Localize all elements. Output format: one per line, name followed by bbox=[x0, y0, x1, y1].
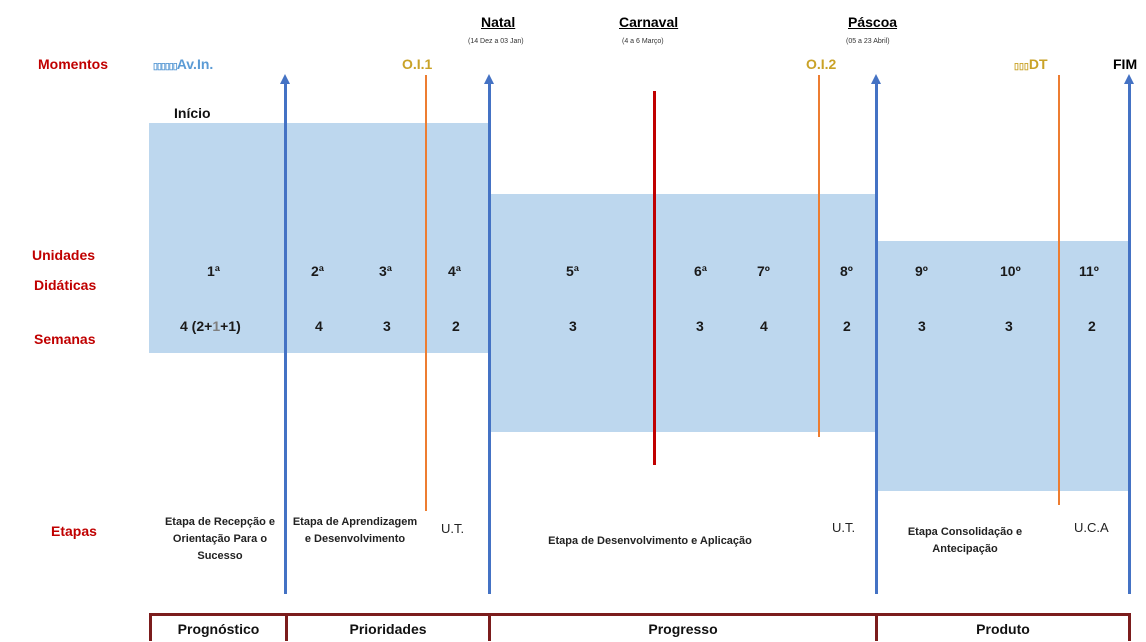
unit-7: 7º bbox=[757, 263, 770, 279]
arrow-line-3 bbox=[875, 82, 878, 594]
weeks-10: 3 bbox=[1005, 318, 1013, 334]
arrow-line-2 bbox=[488, 82, 491, 594]
phase-prognostico: Prognóstico bbox=[149, 613, 288, 641]
weeks-5: 3 bbox=[569, 318, 577, 334]
arrowhead-4 bbox=[1124, 74, 1134, 84]
arrowhead-1 bbox=[280, 74, 290, 84]
etapa-consolidacao: Etapa Consolidação e Antecipação bbox=[907, 526, 1023, 555]
arrow-line-4 bbox=[1128, 82, 1131, 594]
unit-4: 4ª bbox=[448, 263, 461, 279]
weeks-6: 3 bbox=[696, 318, 704, 334]
weeks-1: 4 (2+1+1) bbox=[180, 318, 241, 334]
moment-fim: FIM bbox=[1113, 56, 1138, 72]
unit-11: 11º bbox=[1079, 263, 1099, 279]
weeks-11: 2 bbox=[1088, 318, 1096, 334]
label-momentos: Momentos bbox=[38, 56, 108, 72]
holiday-natal: Natal bbox=[481, 14, 516, 30]
holiday-pascoa-dates: (05 a 23 Abril) bbox=[846, 38, 890, 45]
unit-5: 5ª bbox=[566, 263, 579, 279]
label-etapas: Etapas bbox=[51, 523, 97, 539]
label-didaticas: Didáticas bbox=[34, 277, 97, 293]
red-line-carnaval bbox=[653, 91, 656, 465]
moment-dt: ▯▯▯DT bbox=[1014, 56, 1048, 72]
unit-3: 3ª bbox=[379, 263, 392, 279]
unit-1: 1ª bbox=[207, 263, 220, 279]
holiday-carnaval: Carnaval bbox=[619, 14, 679, 30]
moment-av-in: ▯▯▯▯▯▯Av.In. bbox=[153, 56, 214, 72]
arrowhead-3 bbox=[871, 74, 881, 84]
arrowhead-2 bbox=[484, 74, 494, 84]
etapa-aprendizagem: Etapa de Aprendizagem e Desenvolvimento bbox=[292, 516, 418, 545]
band-segment-1 bbox=[149, 123, 489, 353]
moment-oi2: O.I.2 bbox=[806, 56, 837, 72]
orange-line-oi1 bbox=[425, 75, 427, 511]
arrow-line-1 bbox=[284, 82, 287, 594]
phase-progresso: Progresso bbox=[488, 613, 878, 641]
weeks-2: 4 bbox=[315, 318, 323, 334]
etapa-desenvolvimento: Etapa de Desenvolvimento e Aplicação bbox=[548, 535, 752, 547]
unit-10: 10º bbox=[1000, 263, 1021, 279]
etapa-uca: U.C.A bbox=[1074, 520, 1109, 535]
holiday-pascoa: Páscoa bbox=[848, 14, 898, 30]
unit-9: 9º bbox=[915, 263, 928, 279]
weeks-8: 2 bbox=[843, 318, 851, 334]
phase-produto: Produto bbox=[875, 613, 1131, 641]
etapa-ut-1: U.T. bbox=[441, 521, 465, 536]
unit-2: 2ª bbox=[311, 263, 324, 279]
holiday-natal-dates: (14 Dez a 03 Jan) bbox=[468, 38, 524, 45]
orange-line-oi2 bbox=[818, 75, 820, 437]
weeks-7: 4 bbox=[760, 318, 768, 334]
weeks-9: 3 bbox=[918, 318, 926, 334]
moment-oi1: O.I.1 bbox=[402, 56, 433, 72]
etapa-ut-2: U.T. bbox=[832, 520, 856, 535]
band-segment-2 bbox=[489, 194, 877, 432]
holiday-carnaval-dates: (4 a 6 Março) bbox=[622, 38, 664, 45]
weeks-4: 2 bbox=[452, 318, 460, 334]
weeks-3: 3 bbox=[383, 318, 391, 334]
etapa-recepcao: Etapa de Recepção e Orientação Para o Su… bbox=[164, 516, 276, 562]
label-unidades: Unidades bbox=[32, 247, 96, 263]
phase-prioridades: Prioridades bbox=[285, 613, 491, 641]
band-segment-3 bbox=[877, 241, 1129, 491]
unit-6: 6ª bbox=[694, 263, 707, 279]
orange-line-dt bbox=[1058, 75, 1060, 505]
label-inicio: Início bbox=[174, 105, 211, 121]
label-semanas: Semanas bbox=[34, 331, 96, 347]
unit-8: 8º bbox=[840, 263, 853, 279]
